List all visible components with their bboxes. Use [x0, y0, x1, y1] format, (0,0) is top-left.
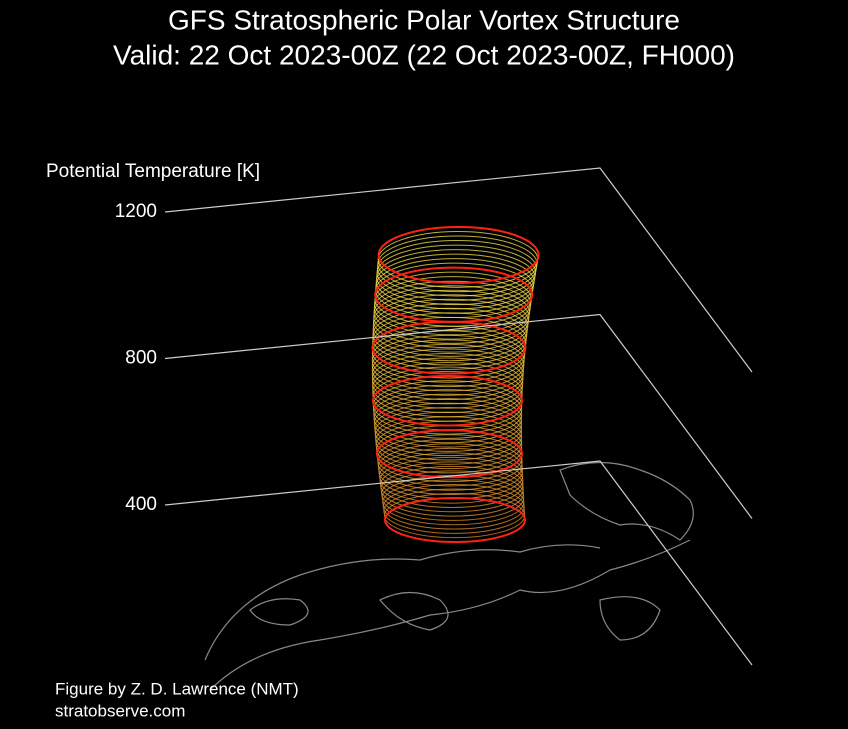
vortex-layer	[373, 398, 523, 448]
vortex-layer	[371, 334, 525, 388]
vortex-layer	[371, 339, 525, 392]
vortex-contour	[377, 226, 540, 284]
coastline	[249, 598, 309, 626]
vortex-layer	[382, 479, 525, 526]
vortex-layer	[371, 348, 524, 401]
map-outline	[204, 461, 694, 691]
source: stratobserve.com	[55, 701, 185, 720]
coastline	[204, 544, 601, 661]
vortex-layer	[372, 371, 523, 422]
vortex-layer	[372, 362, 524, 413]
vortex-contour	[374, 266, 534, 323]
vortex-contour	[384, 497, 526, 543]
vortex-layer	[383, 488, 526, 534]
coastline	[209, 539, 691, 691]
vortex-contour	[371, 375, 523, 427]
z-tick-label: 800	[125, 348, 157, 369]
chart-subtitle: Valid: 22 Oct 2023-00Z (22 Oct 2023-00Z,…	[113, 39, 735, 70]
vortex-layer	[372, 366, 523, 418]
z-tick-label: 1200	[115, 201, 157, 222]
vortex-layer	[371, 352, 524, 405]
level-plane	[164, 167, 753, 373]
credit: Figure by Z. D. Lawrence (NMT)	[55, 679, 299, 698]
vortex-layer	[381, 470, 525, 517]
vortex-layer	[379, 461, 524, 508]
z-axis-label: Potential Temperature [K]	[46, 161, 260, 182]
vortex-contour	[375, 429, 523, 479]
vortex-layer	[378, 447, 524, 496]
coastline	[559, 461, 694, 541]
coastline	[379, 591, 449, 631]
z-tick-label: 400	[125, 494, 157, 515]
vortex-layer	[377, 443, 523, 491]
vortex-layer	[374, 407, 523, 457]
vortex-layer	[371, 357, 524, 409]
vortex-layer	[372, 384, 523, 435]
chart-title: GFS Stratospheric Polar Vortex Structure	[168, 4, 680, 35]
vortex-layer	[379, 456, 524, 504]
vortex-layer	[380, 465, 524, 513]
level-plane	[164, 313, 753, 519]
vortex-layer	[374, 402, 523, 452]
coastline	[599, 596, 661, 641]
vortex-layer	[373, 389, 523, 439]
level-plane	[164, 460, 753, 666]
vortex-layer	[373, 393, 523, 444]
vortex-layer	[371, 343, 525, 396]
vortex	[371, 226, 540, 543]
vortex-layer	[382, 483, 525, 530]
vortex-layer	[377, 438, 523, 487]
